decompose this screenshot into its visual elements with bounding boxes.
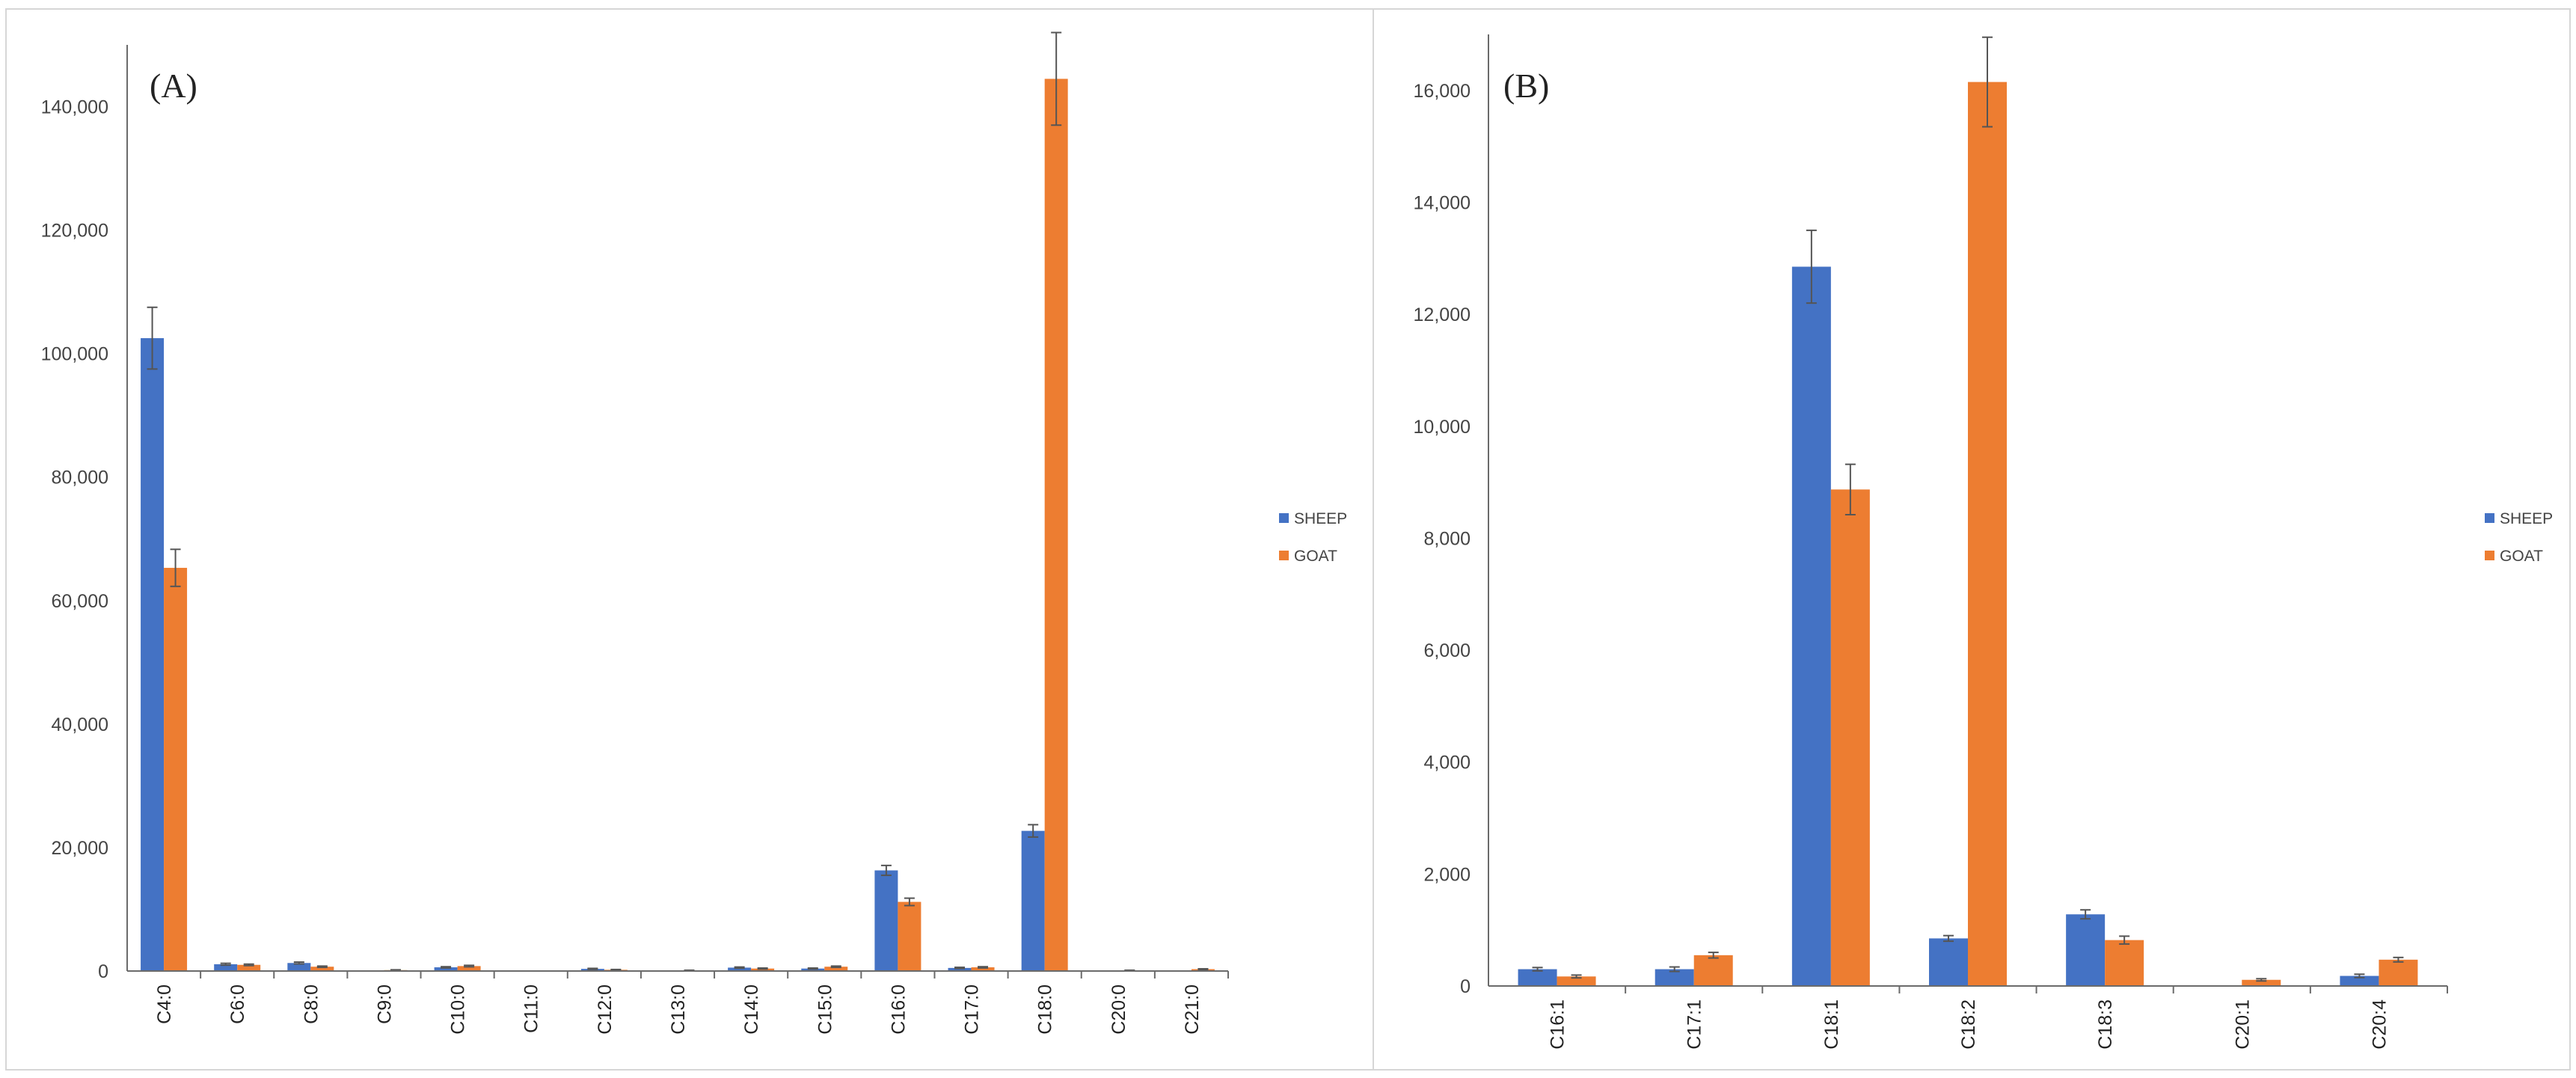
legend-label-goat-a: GOAT <box>1294 548 1337 565</box>
bar-sheep-C6:0 <box>214 964 238 971</box>
bar-goat-C20:1 <box>2242 979 2281 986</box>
y-tick-label: 60,000 <box>52 591 108 612</box>
y-tick-label: 10,000 <box>1414 417 1471 438</box>
bars-b <box>1518 82 2418 987</box>
y-tick-label: 100,000 <box>41 344 108 365</box>
y-tick-label: 4,000 <box>1423 753 1471 774</box>
x-category-label: C20:1 <box>2232 999 2253 1050</box>
x-category-label: C18:0 <box>1035 984 1056 1035</box>
bar-sheep-C14:0 <box>728 967 752 971</box>
legend-label-goat-b: GOAT <box>2500 548 2543 565</box>
bar-goat-C17:1 <box>1693 955 1733 986</box>
x-category-label: C17:1 <box>1684 999 1705 1050</box>
bar-goat-C18:0 <box>1044 79 1068 972</box>
x-category-label: C12:0 <box>595 984 616 1035</box>
y-tick-label: 40,000 <box>52 714 108 735</box>
legend-swatch-goat-b <box>2485 551 2494 560</box>
y-tick-label: 20,000 <box>52 838 108 859</box>
bar-goat-C20:4 <box>2379 959 2418 986</box>
error-bars-b <box>1532 36 2404 982</box>
y-tick-labels-b: 0 2,000 4,000 6,000 8,000 10,000 12,000 14,000 1… <box>1414 81 1471 997</box>
bar-sheep-C8:0 <box>287 963 311 971</box>
y-tick-label: 8,000 <box>1423 528 1471 549</box>
bar-sheep-C16:0 <box>874 870 898 971</box>
legend-b: SHEEP GOAT <box>2485 510 2553 565</box>
x-category-label: C14:0 <box>741 984 762 1035</box>
x-category-label: C8:0 <box>301 984 322 1024</box>
bar-sheep-C16:1 <box>1518 969 1557 986</box>
x-category-label: C4:0 <box>154 984 175 1024</box>
axes-b <box>1488 34 2448 993</box>
bar-goat-C8:0 <box>310 967 334 971</box>
x-category-label: C18:3 <box>2095 999 2116 1050</box>
bar-sheep-C17:0 <box>948 967 972 971</box>
x-category-label: C17:0 <box>962 984 983 1035</box>
bar-goat-C15:0 <box>824 967 848 971</box>
legend-swatch-sheep-b <box>2485 513 2494 523</box>
bars-a <box>141 79 1215 972</box>
bar-sheep-C20:4 <box>2340 976 2379 986</box>
y-tick-label: 2,000 <box>1423 864 1471 885</box>
x-category-label: C18:2 <box>1958 999 1979 1050</box>
y-tick-label: 16,000 <box>1414 81 1471 102</box>
axes-a <box>126 45 1229 979</box>
x-category-label: C11:0 <box>521 984 542 1033</box>
y-tick-label: 120,000 <box>41 221 108 242</box>
bar-sheep-C18:2 <box>1929 938 1968 986</box>
x-category-label: C20:4 <box>2369 999 2390 1050</box>
bar-sheep-C4:0 <box>141 338 165 971</box>
y-tick-label: 140,000 <box>41 97 108 118</box>
bar-goat-C6:0 <box>237 964 261 971</box>
bar-goat-C10:0 <box>457 966 481 971</box>
chart-panel-a: (A) 0 20,000 40,000 60,000 80,000 100,000 120,… <box>41 31 1347 1035</box>
chart-panel-b: (B) 0 2,000 4,000 6,000 8,000 10,000 12,000 14,… <box>1414 34 2553 1050</box>
x-category-label: C6:0 <box>227 984 248 1024</box>
y-tick-label: 80,000 <box>52 468 108 489</box>
bar-sheep-C18:0 <box>1021 830 1045 971</box>
y-tick-label: 12,000 <box>1414 304 1471 325</box>
legend-label-sheep-a: SHEEP <box>1294 510 1347 527</box>
y-tick-label: 6,000 <box>1423 640 1471 661</box>
legend-label-sheep-b: SHEEP <box>2500 510 2553 527</box>
x-category-label: C16:0 <box>888 984 909 1035</box>
bar-goat-C18:3 <box>2105 940 2144 986</box>
bar-goat-C18:2 <box>1968 82 2007 987</box>
x-category-label: C9:0 <box>374 984 395 1024</box>
y-tick-label: 0 <box>1460 976 1471 997</box>
bar-goat-C4:0 <box>164 568 188 971</box>
x-category-label: C16:1 <box>1548 999 1568 1050</box>
x-category-label: C18:1 <box>1821 999 1842 1050</box>
bar-goat-C18:1 <box>1830 489 1870 986</box>
bar-sheep-C18:1 <box>1791 266 1831 986</box>
panel-label-b: (B) <box>1503 67 1549 105</box>
bar-goat-C16:0 <box>898 901 921 971</box>
category-labels-a: C4:0 C6:0 C8:0 C9:0 C10:0 C11:0 C12:0 C13:0 C14:… <box>154 984 1203 1035</box>
legend-swatch-sheep-a <box>1279 513 1289 523</box>
x-category-label: C21:0 <box>1182 984 1203 1035</box>
x-category-label: C10:0 <box>448 984 469 1035</box>
y-tick-labels-a: 0 20,000 40,000 60,000 80,000 100,000 120,000 1… <box>41 97 108 982</box>
bar-goat-C17:0 <box>971 967 995 971</box>
panel-label-a: (A) <box>150 67 197 105</box>
bar-sheep-C17:1 <box>1655 969 1694 986</box>
y-tick-label: 14,000 <box>1414 192 1471 213</box>
y-tick-label: 0 <box>98 961 108 982</box>
legend-a: SHEEP GOAT <box>1279 510 1347 565</box>
bar-sheep-C10:0 <box>434 967 458 971</box>
panel-b-border <box>1373 8 2571 1071</box>
bar-sheep-C18:3 <box>2066 914 2106 986</box>
legend-swatch-goat-a <box>1279 551 1289 560</box>
x-category-label: C13:0 <box>668 984 689 1035</box>
category-labels-b: C16:1 C17:1 C18:1 C18:2 C18:3 C20:1 C20:4 <box>1548 999 2391 1050</box>
x-category-label: C15:0 <box>815 984 835 1035</box>
x-category-label: C20:0 <box>1108 984 1129 1035</box>
bar-goat-C16:1 <box>1557 976 1596 986</box>
